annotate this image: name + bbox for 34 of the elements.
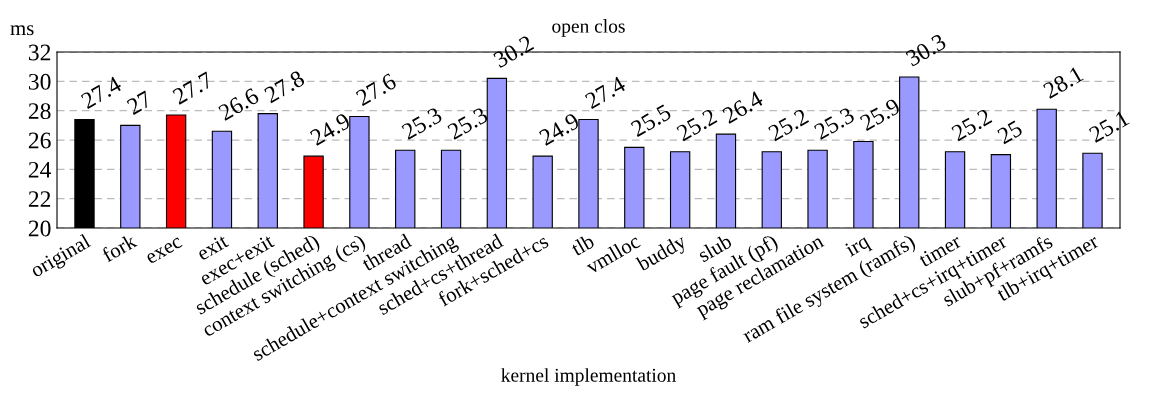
- y-tick-label: 26: [28, 132, 51, 149]
- data-label: 25.3: [446, 106, 489, 141]
- data-label: 26.4: [721, 90, 765, 124]
- y-tick-label: 32: [28, 44, 51, 61]
- y-axis-title: ms: [10, 25, 34, 36]
- data-label: 28.1: [1042, 65, 1085, 100]
- data-label: 25.2: [767, 108, 810, 142]
- y-tick-label: 28: [28, 103, 51, 120]
- data-label: 26.6: [217, 87, 260, 122]
- data-label: 25.1: [1088, 109, 1130, 144]
- x-tick-label: exec: [146, 237, 183, 265]
- data-label: 25.5: [630, 103, 673, 138]
- data-label: 25.2: [950, 108, 993, 142]
- chart-title: open clos: [552, 19, 625, 37]
- data-label: 27.8: [263, 69, 306, 104]
- y-tick-label: 22: [28, 191, 51, 207]
- y-tick-label: 30: [28, 73, 51, 90]
- data-label: 27.4: [584, 75, 627, 110]
- data-label: 25.9: [859, 97, 902, 132]
- data-label: 25.2: [675, 108, 718, 142]
- data-label: 25: [996, 119, 1024, 145]
- x-axis-title: kernel implementation: [501, 368, 676, 386]
- data-label: 25.3: [813, 106, 856, 141]
- data-label: 24.9: [538, 112, 581, 146]
- data-label: 30.2: [492, 34, 535, 69]
- data-label: 25.3: [400, 106, 444, 141]
- data-label: 27: [126, 90, 153, 115]
- data-label: 24.9: [309, 112, 352, 146]
- data-label: 27.4: [80, 75, 123, 110]
- data-label: 30.3: [905, 33, 948, 67]
- data-label: 27.7: [171, 71, 215, 105]
- data-label: 27.6: [355, 72, 398, 107]
- x-tick-label: fork: [100, 232, 138, 263]
- y-tick-label: 24: [28, 161, 52, 178]
